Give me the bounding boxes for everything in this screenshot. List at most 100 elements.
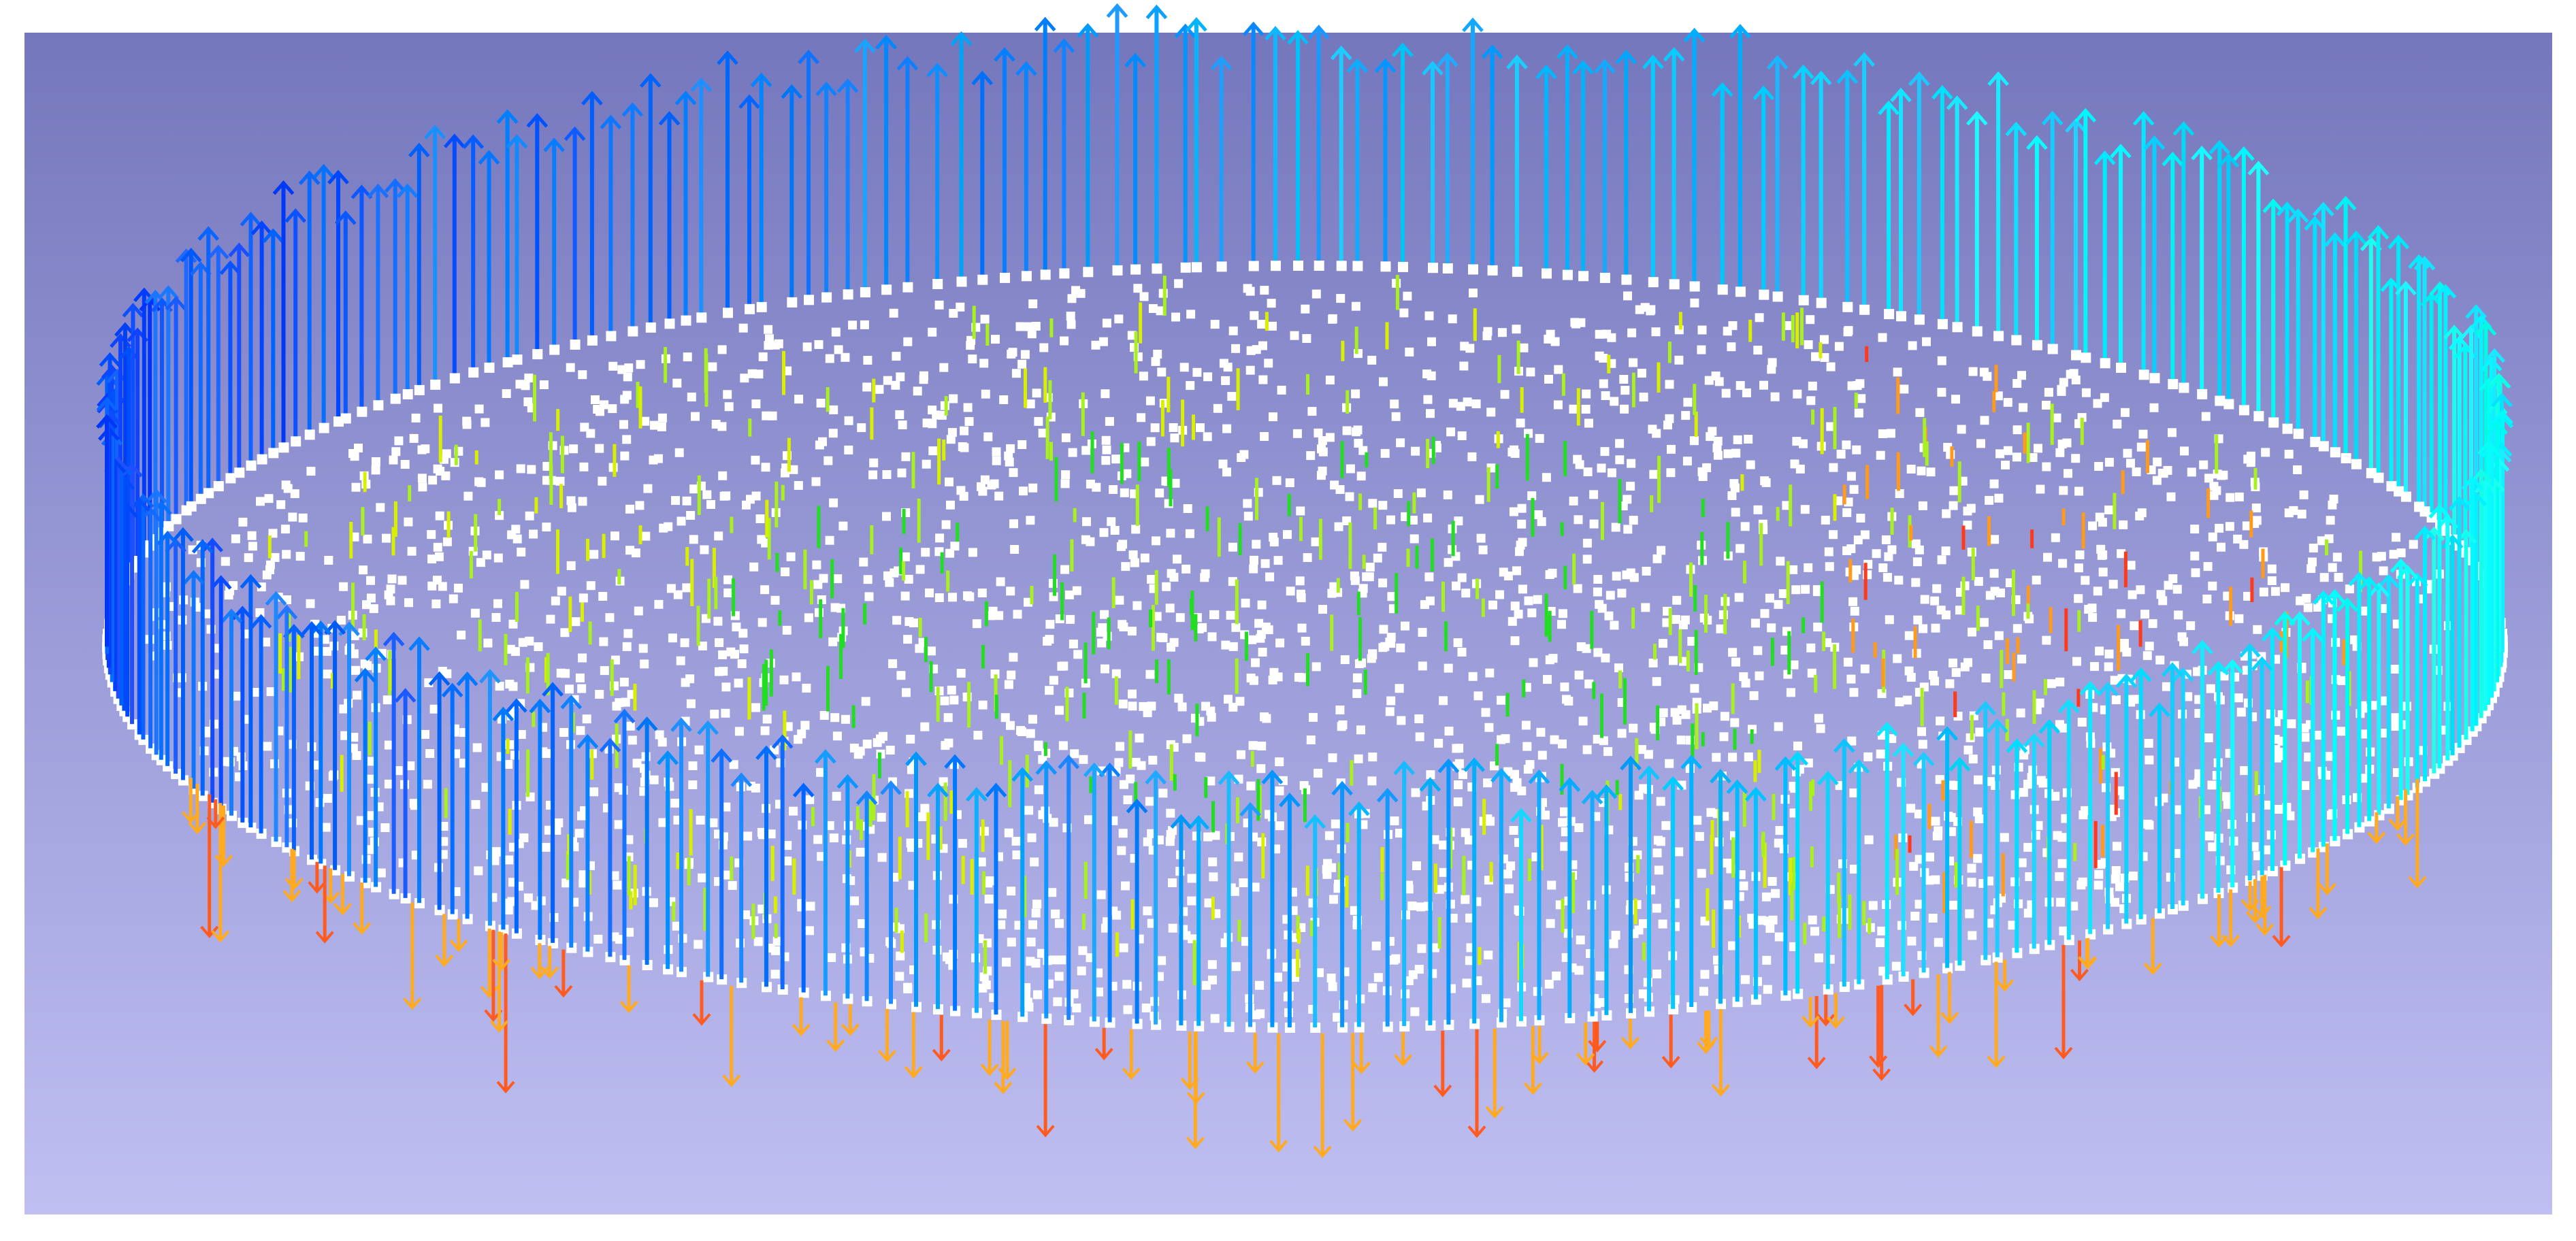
point [920,804,930,813]
point [2208,842,2217,852]
arrow-head [118,346,140,361]
rim-point [1442,263,1453,274]
point [945,548,955,558]
point [578,370,587,380]
point [1007,349,1016,359]
point [1127,627,1137,636]
arrow-head [443,133,466,148]
point [1111,454,1121,464]
point [991,335,1000,344]
arrow-head [755,745,777,761]
point [376,868,386,878]
rim-point [268,448,279,459]
rim-point [1083,267,1094,278]
point [1356,471,1366,481]
point [1231,623,1241,632]
rim-point [1425,1020,1436,1031]
point [1249,564,1258,574]
arrow-head [145,489,167,503]
point [829,405,838,414]
point [2023,780,2032,789]
point [1202,980,1211,990]
point [1699,987,1708,996]
point [1755,313,1764,322]
arrow-head [1680,755,1703,770]
point [1275,638,1285,648]
arrow-head [1186,1091,1205,1105]
point [638,644,648,653]
point [1693,816,1702,825]
point [1937,388,1946,397]
point [2243,454,2253,464]
point [789,806,798,816]
arrow-head [1987,1055,2006,1068]
point [1824,547,1833,557]
point [891,380,900,390]
point [1774,932,1784,942]
point [960,426,969,435]
point [1156,306,1165,316]
point [1334,522,1343,531]
point [1731,448,1741,458]
point [1211,831,1220,840]
point [1328,982,1337,991]
point [2391,713,2400,723]
point [844,416,853,425]
rim-point [511,928,522,939]
point [1476,533,1486,543]
point [1226,610,1235,620]
arrow-head [657,750,679,765]
rim-point [462,914,473,925]
point [409,433,419,443]
point [238,517,248,527]
point [1504,884,1514,893]
point [1016,726,1025,735]
rim-point [723,308,733,318]
arrow-head [2334,195,2357,211]
point [280,525,290,534]
point [1155,489,1164,498]
point [1012,850,1022,859]
arrow-head [408,636,430,651]
point [1269,667,1279,677]
arrow-head [207,244,229,260]
rim-point [862,996,873,1007]
point [1306,451,1316,461]
point [495,682,504,691]
rim-point [2081,352,2091,363]
point [1463,397,1472,407]
point [1731,508,1740,517]
arrow-head [1530,1051,1549,1065]
point [1510,770,1519,779]
arrow-head [2172,121,2195,136]
point [397,576,407,585]
arrow-head [211,930,230,943]
point [2299,490,2309,499]
point [1948,900,1957,910]
point [869,458,879,467]
point [1510,636,1520,646]
point [1639,393,1648,402]
rim-point [532,349,543,360]
point [1765,924,1775,933]
arrow-head [1239,801,1261,817]
arrow-head [240,574,262,589]
point [1330,480,1339,490]
point [1576,936,1585,945]
point [691,412,700,421]
point [1277,385,1286,395]
arrow-head [836,78,859,93]
arrow-head [1343,1119,1363,1132]
arrow-head [1330,45,1352,61]
point [977,857,986,867]
point [1459,361,1469,371]
point [1325,376,1335,385]
point [1385,707,1395,716]
point [2034,444,2042,453]
point [2084,605,2093,614]
point [1767,365,1776,374]
point [1019,486,1028,496]
arrow-head [1098,762,1121,778]
point [2234,614,2244,623]
rim-point [271,836,282,847]
